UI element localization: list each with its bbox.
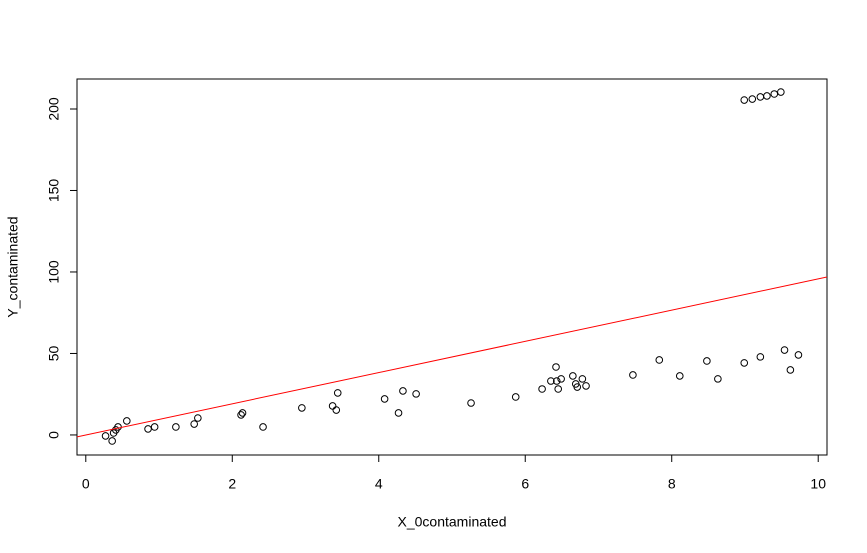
- point: [412, 390, 420, 398]
- point: [394, 409, 403, 417]
- y-tick-label: 0: [46, 431, 62, 439]
- point: [172, 423, 180, 431]
- x-tick-label: 10: [810, 476, 826, 492]
- point: [237, 411, 245, 419]
- point: [714, 375, 722, 383]
- point: [511, 393, 520, 401]
- x-tick-label: 8: [668, 476, 676, 492]
- point: [794, 351, 803, 359]
- y-tick-label: 100: [46, 260, 62, 284]
- point: [675, 372, 684, 380]
- point: [399, 387, 407, 395]
- point: [756, 93, 765, 101]
- point: [108, 437, 116, 445]
- point: [332, 406, 341, 414]
- point: [703, 357, 711, 365]
- point: [467, 399, 475, 407]
- point: [582, 382, 590, 390]
- point: [777, 88, 785, 96]
- point: [786, 366, 795, 374]
- point: [552, 363, 560, 371]
- x-tick-label: 6: [521, 476, 529, 492]
- point: [756, 353, 765, 361]
- point: [238, 409, 247, 417]
- point: [578, 375, 587, 383]
- x-axis-label: X_0contaminated: [398, 514, 507, 530]
- regression-line: [77, 276, 827, 438]
- x-tick-label: 4: [375, 476, 383, 492]
- x-tick-label: 2: [228, 476, 236, 492]
- point: [740, 96, 749, 104]
- point: [328, 402, 337, 410]
- point: [144, 425, 152, 433]
- point: [748, 95, 757, 103]
- point: [123, 417, 131, 425]
- point: [259, 423, 267, 431]
- y-axis-label: Y_contaminated: [5, 216, 21, 317]
- point: [380, 395, 389, 403]
- point: [770, 90, 779, 98]
- point: [569, 372, 577, 380]
- point: [552, 377, 561, 385]
- point: [573, 383, 582, 391]
- point: [190, 420, 198, 428]
- x-tick-label: 0: [82, 476, 90, 492]
- point: [333, 389, 342, 397]
- point: [763, 92, 771, 100]
- point: [298, 404, 306, 412]
- y-tick-label: 50: [46, 345, 62, 361]
- point: [655, 356, 664, 364]
- point: [194, 414, 202, 422]
- y-tick-label: 150: [46, 179, 62, 203]
- point: [101, 432, 110, 440]
- point: [740, 359, 749, 367]
- point: [629, 371, 637, 379]
- point: [557, 375, 565, 383]
- plot-box: [76, 78, 828, 456]
- y-tick-label: 200: [46, 97, 62, 121]
- point: [780, 346, 789, 354]
- point: [538, 385, 546, 393]
- point: [150, 423, 159, 431]
- point: [554, 385, 563, 393]
- point: [547, 377, 555, 385]
